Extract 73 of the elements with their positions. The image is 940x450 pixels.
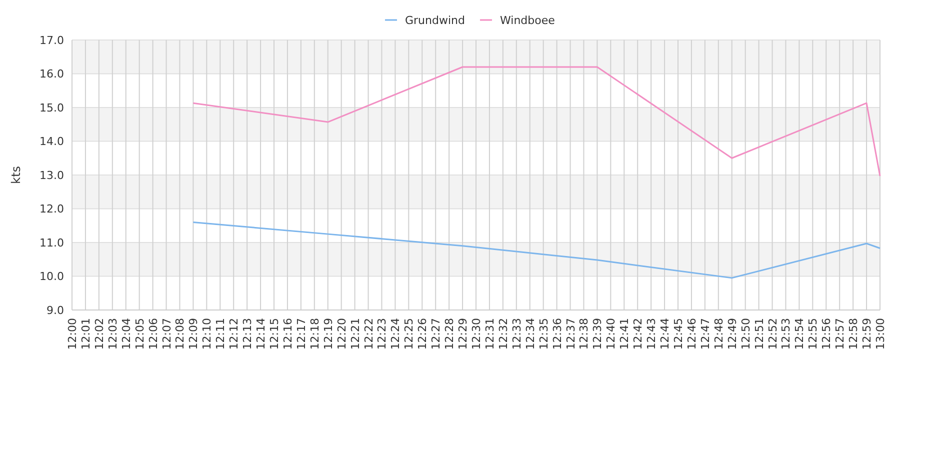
x-tick-label: 12:23 — [376, 318, 389, 350]
x-tick-label: 12:15 — [268, 318, 281, 350]
x-tick-label: 12:42 — [632, 318, 645, 350]
x-tick-label: 12:38 — [578, 318, 591, 350]
x-tick-label: 12:55 — [806, 318, 820, 350]
x-tick-label: 12:11 — [214, 318, 228, 350]
x-tick-label: 12:26 — [416, 318, 430, 350]
x-tick-label: 13:00 — [874, 318, 887, 350]
x-tick-label: 12:02 — [92, 318, 106, 350]
x-tick-label: 12:07 — [160, 318, 174, 350]
x-tick-label: 12:20 — [335, 318, 348, 350]
x-tick-label: 12:16 — [281, 318, 294, 350]
x-tick-label: 12:21 — [348, 318, 362, 350]
y-tick-label: 17.0 — [40, 34, 64, 47]
x-tick-label: 12:09 — [187, 318, 200, 350]
x-tick-label: 12:22 — [362, 318, 376, 350]
x-tick-label: 12:46 — [685, 318, 698, 350]
x-tick-label: 12:48 — [712, 318, 726, 350]
x-tick-label: 12:12 — [228, 318, 241, 350]
x-tick-label: 12:04 — [120, 318, 133, 350]
x-tick-label: 12:57 — [834, 318, 847, 350]
y-tick-label: 16.0 — [40, 68, 64, 81]
x-tick-label: 12:34 — [524, 318, 537, 350]
x-tick-label: 12:52 — [766, 318, 780, 350]
x-tick-label: 12:59 — [860, 318, 874, 350]
x-tick-label: 12:18 — [308, 318, 322, 350]
x-tick-label: 12:49 — [726, 318, 739, 350]
y-axis-title: kts — [9, 166, 23, 184]
x-tick-label: 12:05 — [133, 318, 146, 350]
x-tick-label: 12:29 — [456, 318, 470, 350]
x-tick-label: 12:10 — [200, 318, 214, 350]
x-tick-label: 12:06 — [146, 318, 160, 350]
x-tick-label: 12:41 — [618, 318, 632, 350]
x-tick-label: 12:40 — [604, 318, 618, 350]
x-tick-label: 12:54 — [793, 318, 806, 350]
x-tick-label: 12:53 — [780, 318, 793, 350]
x-tick-label: 12:25 — [402, 318, 416, 350]
x-tick-label: 12:08 — [174, 318, 187, 350]
y-tick-label: 15.0 — [40, 101, 64, 114]
x-tick-label: 12:28 — [443, 318, 456, 350]
legend-label: Grundwind — [405, 14, 465, 27]
x-tick-label: 12:50 — [739, 318, 752, 350]
y-tick-label: 12.0 — [40, 202, 64, 216]
x-tick-label: 12:14 — [254, 318, 268, 350]
x-tick-label: 12:17 — [294, 318, 308, 350]
x-tick-label: 12:27 — [430, 318, 443, 350]
y-tick-label: 10.0 — [40, 270, 64, 284]
x-tick-label: 12:37 — [564, 318, 578, 350]
x-tick-label: 12:47 — [698, 318, 712, 350]
x-tick-label: 12:13 — [241, 318, 254, 350]
x-tick-label: 12:43 — [645, 318, 658, 350]
x-tick-label: 12:30 — [470, 318, 483, 350]
x-tick-label: 12:51 — [752, 318, 766, 350]
y-tick-label: 14.0 — [40, 135, 64, 148]
y-tick-label: 11.0 — [40, 236, 64, 250]
y-tick-label: 13.0 — [40, 168, 64, 182]
x-tick-label: 12:00 — [66, 318, 79, 350]
x-tick-label: 12:03 — [106, 318, 120, 350]
x-tick-label: 12:35 — [537, 318, 550, 350]
x-tick-label: 12:36 — [550, 318, 564, 350]
x-tick-label: 12:32 — [496, 318, 510, 350]
x-tick-label: 12:19 — [322, 318, 335, 350]
y-tick-label: 9.0 — [46, 304, 64, 317]
legend-label: Windboee — [500, 14, 556, 27]
x-tick-label: 12:31 — [483, 318, 496, 350]
x-tick-label: 12:39 — [591, 318, 604, 350]
x-tick-label: 12:56 — [820, 318, 834, 350]
x-tick-label: 12:24 — [389, 318, 402, 350]
x-tick-label: 12:33 — [510, 318, 524, 350]
x-tick-label: 12:58 — [847, 318, 860, 350]
x-tick-label: 12:01 — [79, 318, 92, 350]
x-tick-label: 12:45 — [672, 318, 685, 350]
x-tick-label: 12:44 — [658, 318, 672, 350]
